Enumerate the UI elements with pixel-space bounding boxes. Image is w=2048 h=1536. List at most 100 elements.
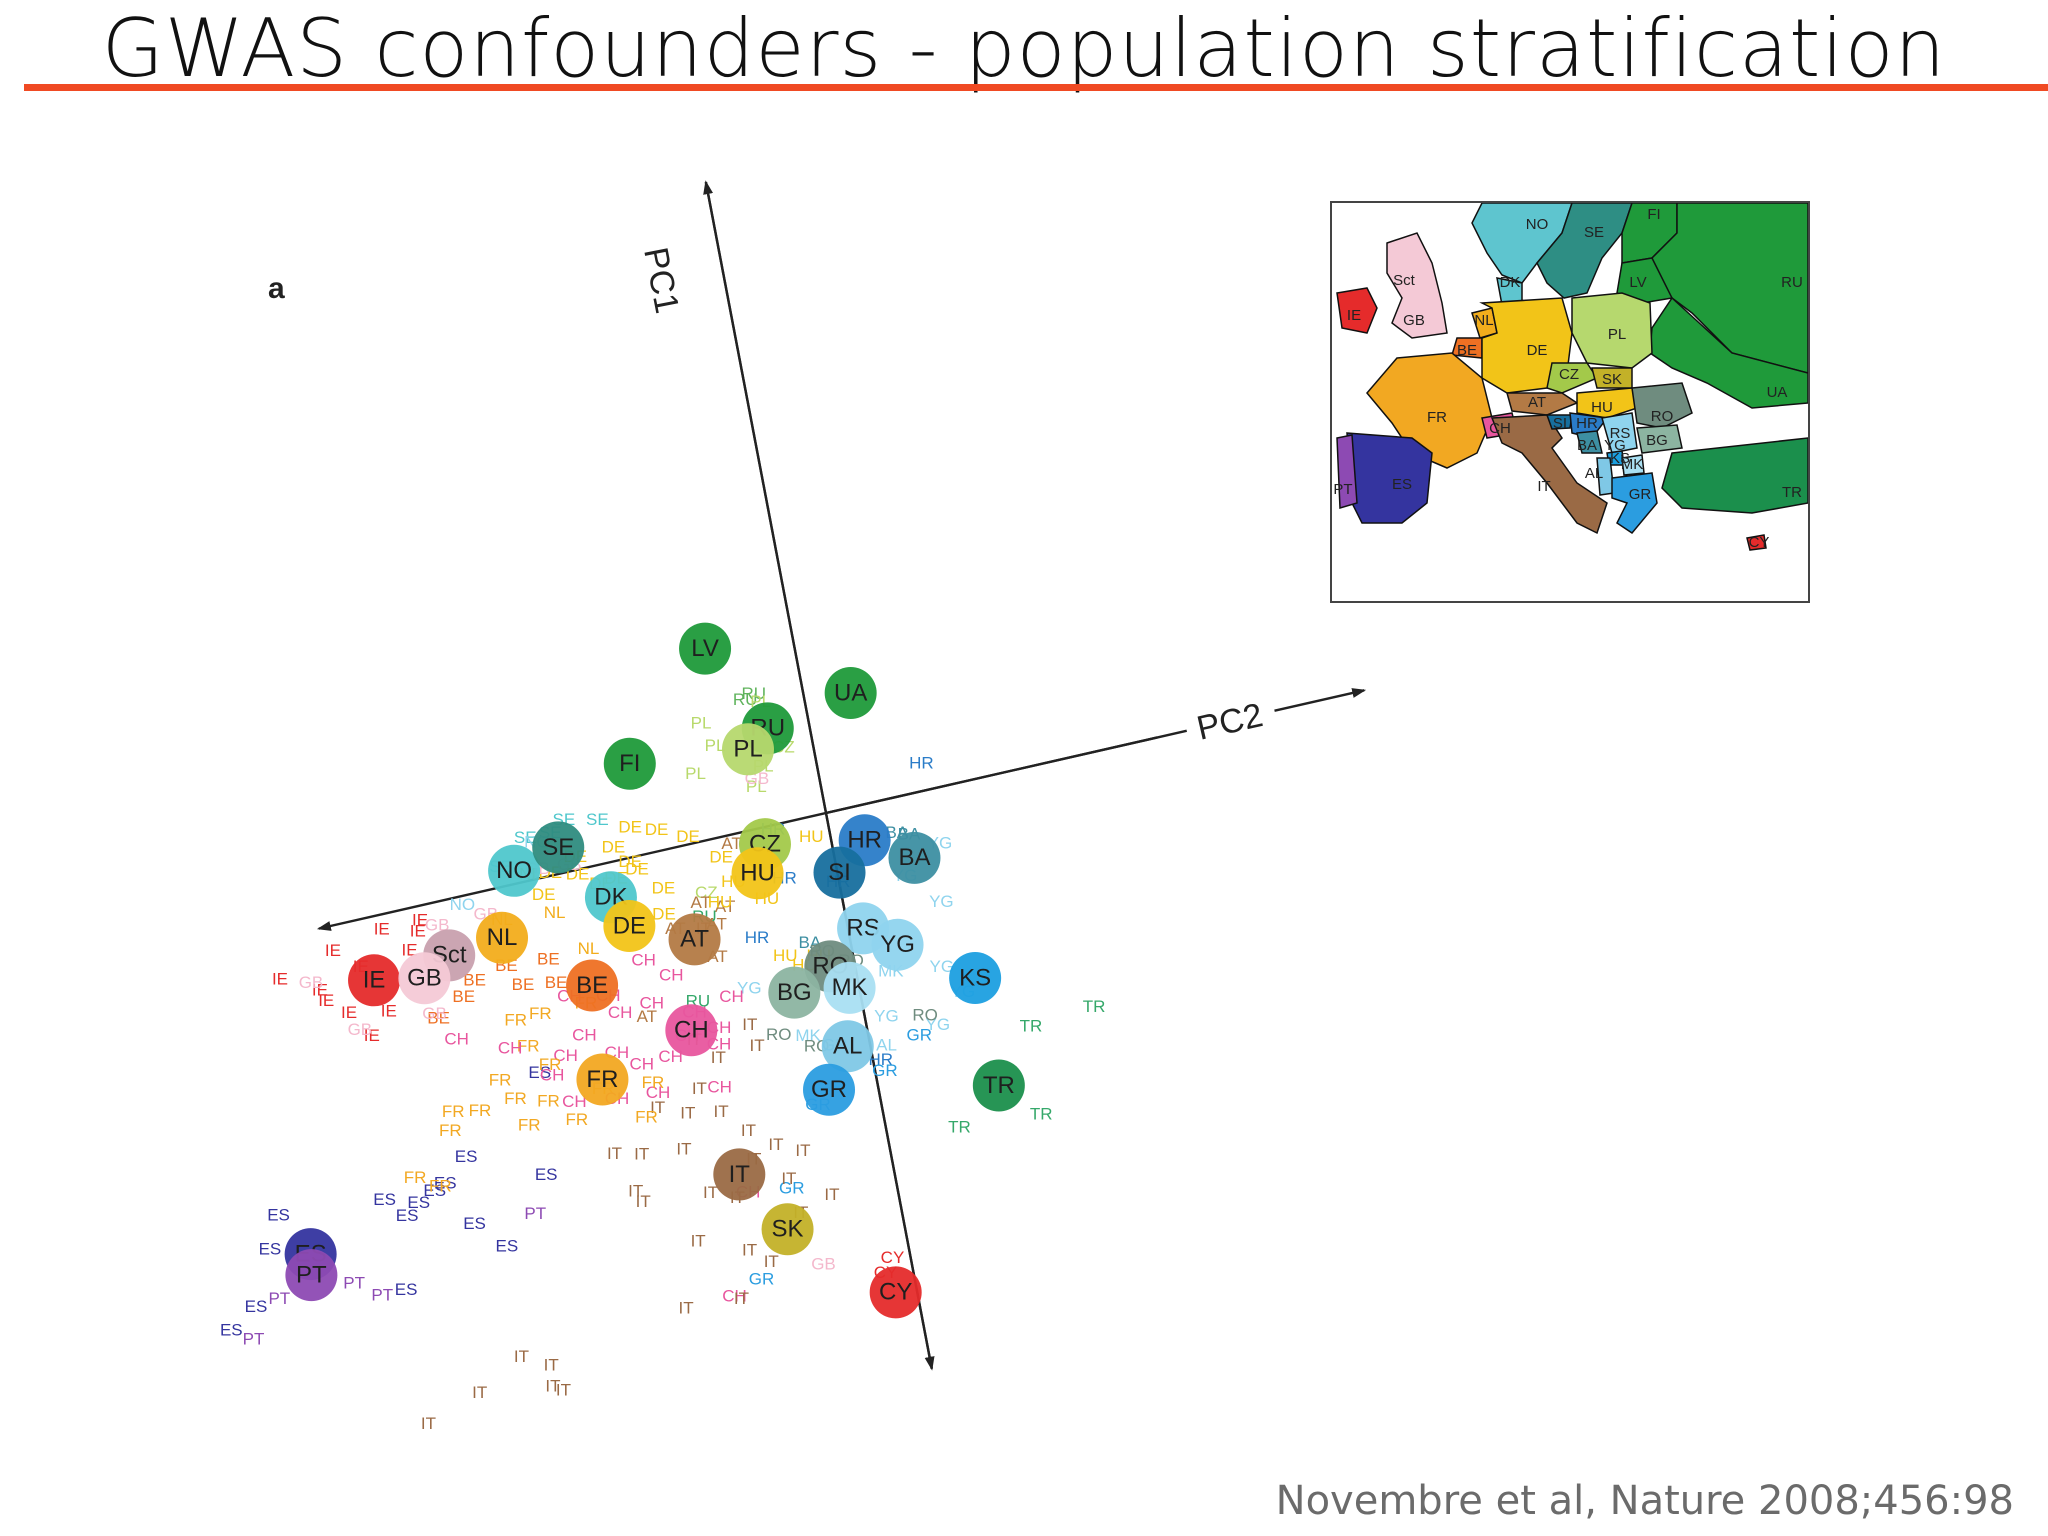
sample-label: CH [630,1054,655,1073]
sample-label: CH [562,1092,587,1111]
sample-label: DE [645,820,669,839]
sample-label: BE [537,950,560,969]
centroid-label: AT [680,926,709,953]
sample-label: CH [572,1025,597,1044]
sample-label: RO [912,1006,938,1025]
sample-label: HR [868,1050,893,1069]
map-label: BE [1457,342,1477,359]
sample-label: ES [434,1174,457,1193]
centroid-circle [665,1004,718,1057]
map-label: MK [1621,456,1644,473]
centroid-circle [398,952,451,1005]
sample-label: ES [373,1190,396,1209]
sample-label: PL [685,764,706,783]
sample-label: ES [455,1147,478,1166]
centroid-label: CY [879,1279,912,1306]
sample-label: GR [749,1269,775,1288]
sample-labels: RURUPLPLPLPLPLPLCZGBSESESESENOSEDEDEDEDE… [220,684,1105,1433]
sample-label: IT [634,1145,649,1164]
map-label: NL [1474,312,1493,329]
map-label: KS [1610,450,1630,467]
centroid-nl: NL [476,911,529,964]
sample-label: IT [421,1414,436,1433]
sample-label: IT [691,1231,706,1250]
centroid-se: SE [532,821,585,874]
title-underline [24,84,2048,91]
centroid-no: NO [488,844,541,897]
map-label: YG [1604,437,1626,454]
sample-label: GR [779,1179,805,1198]
centroid-it: IT [713,1148,766,1201]
centroid-circle [679,622,732,675]
sample-label: IE [364,1026,380,1045]
map-label: NO [1526,216,1549,233]
sample-label: AT [637,1007,657,1026]
sample-label: AL [876,1036,897,1055]
sample-label: FR [504,1010,527,1029]
sample-label: IE [374,919,390,938]
sample-label: CH [553,1046,578,1065]
map-label: RU [1781,274,1803,291]
sample-label: PL [746,777,767,796]
pc1-axis-line-lower [704,181,935,1371]
centroid-mk: MK [823,961,876,1014]
centroid-circle [348,954,401,1007]
centroid-fr: FR [576,1053,629,1106]
sample-label: MK [795,1026,821,1045]
sample-label: GB [348,1020,373,1039]
sample-label: ES [423,1181,446,1200]
sample-label: CH [659,965,684,984]
centroid-de: DE [603,900,656,953]
map-label: SK [1602,371,1622,388]
map-region-cy [1746,534,1767,551]
sample-label: GR [907,1026,933,1045]
map-label: Sct [1393,272,1416,289]
map-region-gr [1611,472,1658,534]
sample-label: GB [811,1254,836,1273]
sample-label: GB [299,973,324,992]
sample-label: DE [652,879,676,898]
centroid-label: BE [576,972,608,999]
map-label: CZ [1559,366,1579,383]
centroid-circle [668,913,721,966]
centroid-label: AL [833,1033,862,1060]
sample-label: CH [658,1047,683,1066]
sample-label: IT [472,1383,487,1402]
sample-label: IT [607,1144,622,1163]
sample-label: IE [312,981,328,1000]
map-label: CY [1749,534,1770,551]
map-region-pl [1571,292,1653,369]
sample-label: FR [469,1101,492,1120]
map-region-tr [1661,437,1808,514]
sample-label: PL [705,736,726,755]
sample-label: TR [948,1118,971,1137]
sample-label: FR [537,1091,560,1110]
sample-label: BE [545,973,568,992]
sample-label: FR [489,1070,512,1089]
centroid-label: SI [828,859,851,886]
centroid-label: BA [898,844,930,871]
centroid-bg: BG [768,966,821,1019]
sample-label: IT [680,1104,695,1123]
centroid-circle [871,918,924,971]
centroid-ba: BA [888,831,941,884]
sample-label: IT [764,1252,779,1271]
sample-label: DE [618,852,642,871]
sample-label: CH [540,1066,565,1085]
sample-label: NO [450,895,476,914]
sample-label: FR [539,1055,562,1074]
centroid-be: BE [566,959,619,1012]
centroid-circle [823,961,876,1014]
map-label: PT [1333,481,1352,498]
map-region-pt [1336,434,1358,509]
sample-label: YG [874,1007,899,1026]
sample-label: GB [422,1004,447,1023]
sample-label: SE [514,828,537,847]
map-label: CH [1489,420,1511,437]
map-region-es [1346,432,1433,524]
map-label: LV [1629,274,1646,291]
sample-label: FR [529,1004,552,1023]
centroid-circle [285,1249,338,1302]
centroid-circle [532,821,585,874]
